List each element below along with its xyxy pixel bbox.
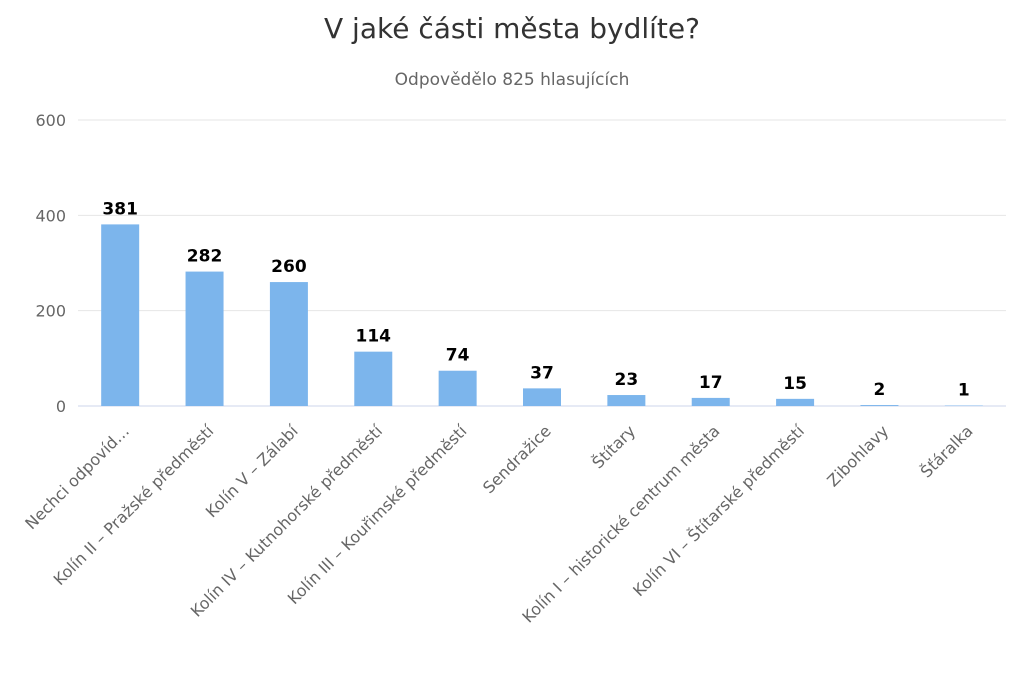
x-tick-label: Kolín II – Pražské předměstí — [50, 421, 218, 589]
x-tick-label: Sendražice — [479, 421, 555, 497]
bar[interactable] — [354, 351, 393, 406]
bar[interactable] — [523, 388, 561, 406]
bar[interactable] — [185, 271, 224, 406]
chart-title: V jaké části města bydlíte? — [323, 12, 700, 45]
bars — [101, 224, 983, 406]
data-label: 114 — [356, 327, 392, 347]
data-label: 37 — [530, 363, 554, 383]
bar[interactable] — [438, 370, 477, 406]
bar[interactable] — [101, 224, 140, 406]
y-tick-label: 600 — [35, 111, 66, 130]
y-tick-label: 200 — [35, 302, 66, 321]
data-label: 260 — [271, 257, 307, 277]
y-axis-labels: 0 200 400 600 — [35, 111, 66, 416]
x-tick-label: Kolín VI – Štítarské předměstí — [629, 421, 808, 600]
bar[interactable] — [776, 398, 815, 406]
data-label: 74 — [446, 346, 470, 366]
data-label: 1 — [958, 381, 970, 401]
bar[interactable] — [607, 395, 646, 406]
x-axis-labels: Nechci odpovíd…Kolín II – Pražské předmě… — [21, 421, 976, 627]
data-label: 17 — [699, 373, 723, 393]
bar[interactable] — [860, 405, 899, 406]
bar[interactable] — [269, 282, 308, 406]
x-tick-label: Štítary — [588, 421, 639, 472]
data-label: 23 — [615, 370, 639, 390]
chart-subtitle: Odpovědělo 825 hlasujících — [394, 70, 630, 90]
data-label: 381 — [102, 199, 138, 219]
data-label: 15 — [783, 374, 807, 394]
x-tick-label: Kolín III – Kouřimské předměstí — [284, 421, 471, 608]
x-tick-label: Šťáralka — [917, 421, 977, 481]
bar[interactable] — [691, 397, 730, 406]
y-tick-label: 400 — [35, 206, 66, 225]
y-tick-label: 0 — [56, 397, 66, 416]
gridlines — [78, 119, 1006, 407]
data-label: 282 — [187, 247, 223, 267]
data-label: 2 — [874, 380, 886, 400]
x-tick-label: Zibohlavy — [823, 421, 892, 490]
data-labels: 381 282 260 114 74 37 23 17 15 2 1 — [102, 199, 969, 400]
